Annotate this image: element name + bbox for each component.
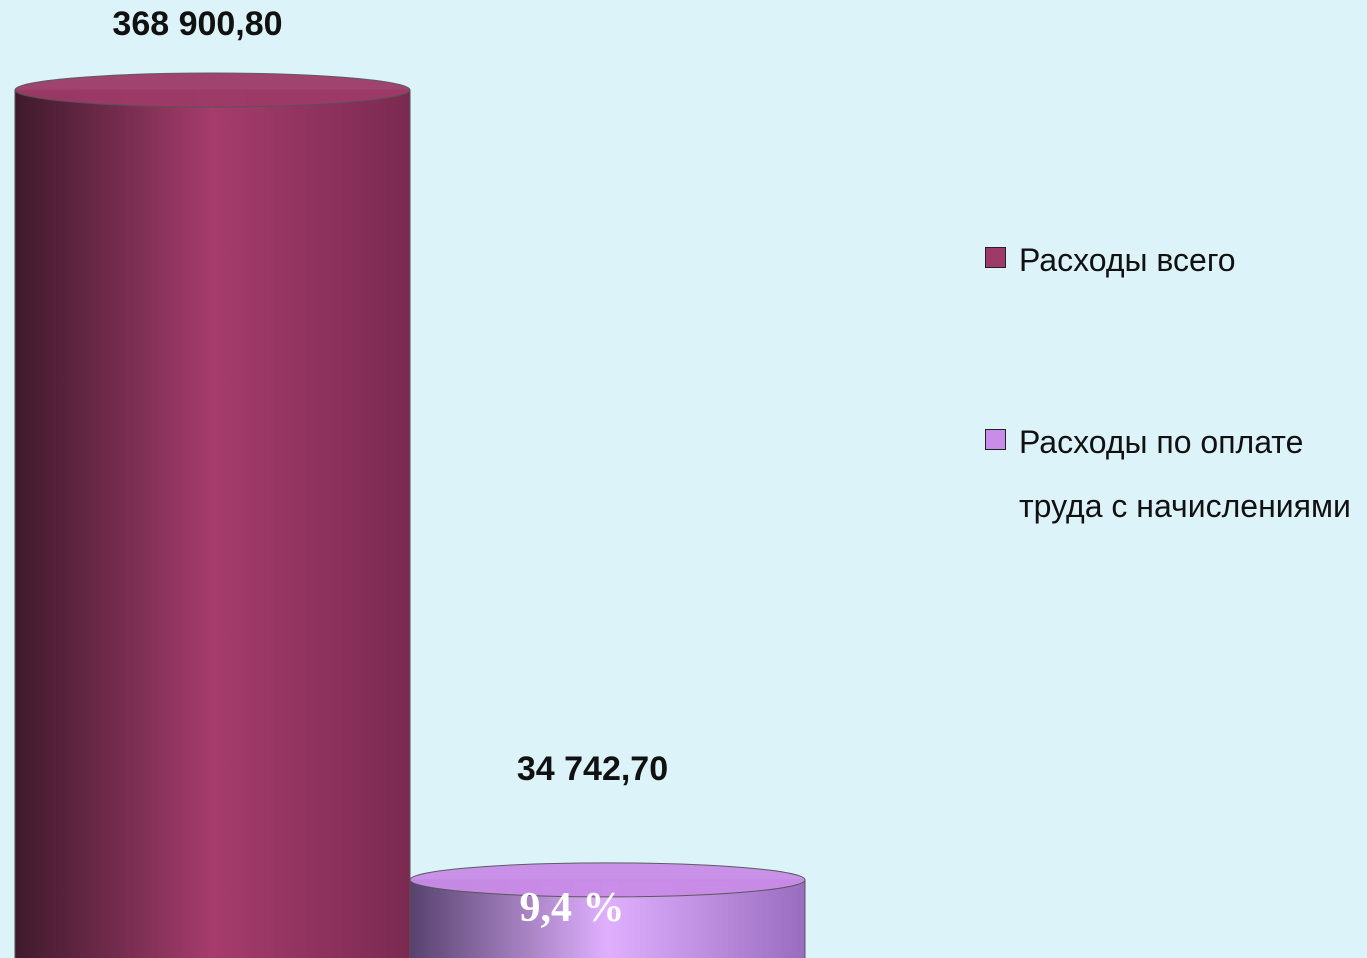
legend-swatch — [985, 247, 1006, 268]
legend-label: Расходы всего — [1019, 242, 1236, 278]
legend-item: Расходы по оплате труда с начислениями — [985, 410, 1365, 538]
annotation: 9,4 % — [520, 885, 625, 931]
value-label: 368 900,80 — [112, 5, 282, 43]
bar-top — [409, 862, 806, 898]
bar-top — [14, 72, 411, 108]
value-label: 34 742,70 — [517, 750, 668, 788]
legend-label: Расходы по оплате труда с начислениями — [1019, 424, 1351, 524]
legend-item: Расходы всего — [985, 228, 1365, 292]
bar — [14, 89, 411, 958]
legend-swatch — [985, 429, 1006, 450]
